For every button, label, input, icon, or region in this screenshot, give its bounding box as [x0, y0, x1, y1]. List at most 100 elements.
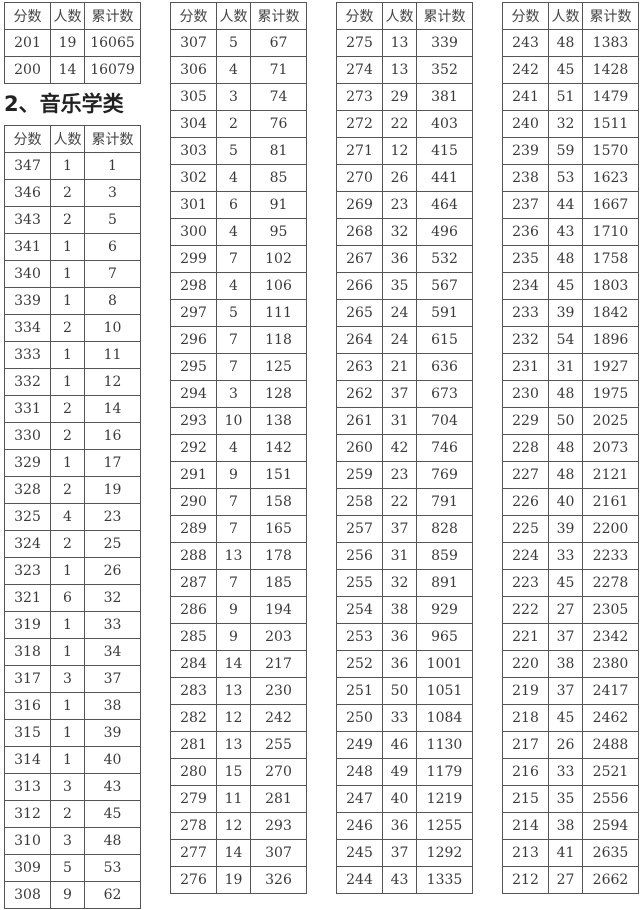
score-cell: 304	[170, 110, 217, 138]
table-row: 247 40 1219	[336, 785, 473, 813]
table-row: 234 45 1803	[502, 272, 639, 300]
cumulative-cell: 111	[250, 299, 307, 327]
cumulative-cell: 326	[250, 866, 307, 894]
table-row: 291 9 151	[170, 461, 307, 489]
table-row: 246 36 1255	[336, 812, 473, 840]
column-header: 累计数	[250, 2, 307, 30]
cumulative-cell: 828	[416, 515, 473, 543]
score-cell: 295	[170, 353, 217, 381]
cumulative-cell: 929	[416, 596, 473, 624]
count-cell: 13	[382, 56, 417, 84]
table-row: 284 14 217	[170, 650, 307, 678]
score-cell: 275	[336, 29, 383, 57]
table-row: 213 41 2635	[502, 839, 639, 867]
count-cell: 1	[50, 557, 85, 585]
cumulative-cell: 2380	[582, 650, 639, 678]
cumulative-cell: 2342	[582, 623, 639, 651]
count-cell: 9	[216, 623, 251, 651]
score-cell: 340	[4, 260, 51, 288]
table-row: 299 7 102	[170, 245, 307, 273]
count-cell: 32	[382, 218, 417, 246]
score-cell: 283	[170, 677, 217, 705]
cumulative-cell: 16065	[84, 29, 141, 57]
cumulative-cell: 965	[416, 623, 473, 651]
cumulative-cell: 441	[416, 164, 473, 192]
column-header: 累计数	[84, 125, 141, 153]
score-cell: 221	[502, 623, 549, 651]
table-row: 260 42 746	[336, 434, 473, 462]
count-cell: 33	[548, 758, 583, 786]
count-cell: 24	[382, 299, 417, 327]
table-row: 219 37 2417	[502, 677, 639, 705]
cumulative-cell: 203	[250, 623, 307, 651]
cumulative-cell: 62	[84, 881, 141, 909]
table-row: 224 33 2233	[502, 542, 639, 570]
table-row: 323 1 26	[4, 557, 141, 585]
table-row: 233 39 1842	[502, 299, 639, 327]
cumulative-cell: 2121	[582, 461, 639, 489]
count-cell: 1	[50, 692, 85, 720]
cumulative-cell: 16079	[84, 56, 141, 84]
cumulative-cell: 1896	[582, 326, 639, 354]
score-cell: 294	[170, 380, 217, 408]
table-row: 328 2 19	[4, 476, 141, 504]
score-cell: 261	[336, 407, 383, 435]
score-cell: 329	[4, 449, 51, 477]
score-cell: 281	[170, 731, 217, 759]
table-row: 319 1 33	[4, 611, 141, 639]
count-cell: 53	[548, 164, 583, 192]
cumulative-cell: 1001	[416, 650, 473, 678]
table-row: 214 38 2594	[502, 812, 639, 840]
table-row: 255 32 891	[336, 569, 473, 597]
count-cell: 31	[382, 407, 417, 435]
column-header: 分数	[170, 2, 217, 30]
cumulative-cell: 25	[84, 530, 141, 558]
score-cell: 234	[502, 272, 549, 300]
count-cell: 48	[548, 461, 583, 489]
count-cell: 14	[50, 56, 85, 84]
score-cell: 315	[4, 719, 51, 747]
score-cell: 316	[4, 692, 51, 720]
score-cell: 346	[4, 179, 51, 207]
score-cell: 282	[170, 704, 217, 732]
table-row: 272 22 403	[336, 110, 473, 138]
count-cell: 5	[50, 854, 85, 882]
table-row: 340 1 7	[4, 260, 141, 288]
score-cell: 331	[4, 395, 51, 423]
table-row: 241 51 1479	[502, 83, 639, 111]
cumulative-cell: 2662	[582, 866, 639, 894]
count-cell: 32	[382, 569, 417, 597]
score-cell: 259	[336, 461, 383, 489]
score-cell: 216	[502, 758, 549, 786]
cumulative-cell: 791	[416, 488, 473, 516]
table-row: 226 40 2161	[502, 488, 639, 516]
cumulative-cell: 352	[416, 56, 473, 84]
table-row: 306 4 71	[170, 56, 307, 84]
count-cell: 21	[382, 353, 417, 381]
score-cell: 292	[170, 434, 217, 462]
count-cell: 2	[50, 530, 85, 558]
cumulative-cell: 85	[250, 164, 307, 192]
score-cell: 300	[170, 218, 217, 246]
score-cell: 301	[170, 191, 217, 219]
score-cell: 266	[336, 272, 383, 300]
count-cell: 10	[216, 407, 251, 435]
table-row: 313 3 43	[4, 773, 141, 801]
cumulative-cell: 704	[416, 407, 473, 435]
cumulative-cell: 8	[84, 287, 141, 315]
table-row: 243 48 1383	[502, 29, 639, 57]
cumulative-cell: 281	[250, 785, 307, 813]
count-cell: 36	[382, 623, 417, 651]
cumulative-cell: 17	[84, 449, 141, 477]
cumulative-cell: 2025	[582, 407, 639, 435]
count-cell: 13	[216, 677, 251, 705]
count-cell: 31	[382, 542, 417, 570]
table-row: 200 14 16079	[4, 56, 141, 84]
score-cell: 250	[336, 704, 383, 732]
cumulative-cell: 74	[250, 83, 307, 111]
table-row: 295 7 125	[170, 353, 307, 381]
table-row: 278 12 293	[170, 812, 307, 840]
table-row: 298 4 106	[170, 272, 307, 300]
count-cell: 38	[382, 596, 417, 624]
table-row: 201 19 16065	[4, 29, 141, 57]
